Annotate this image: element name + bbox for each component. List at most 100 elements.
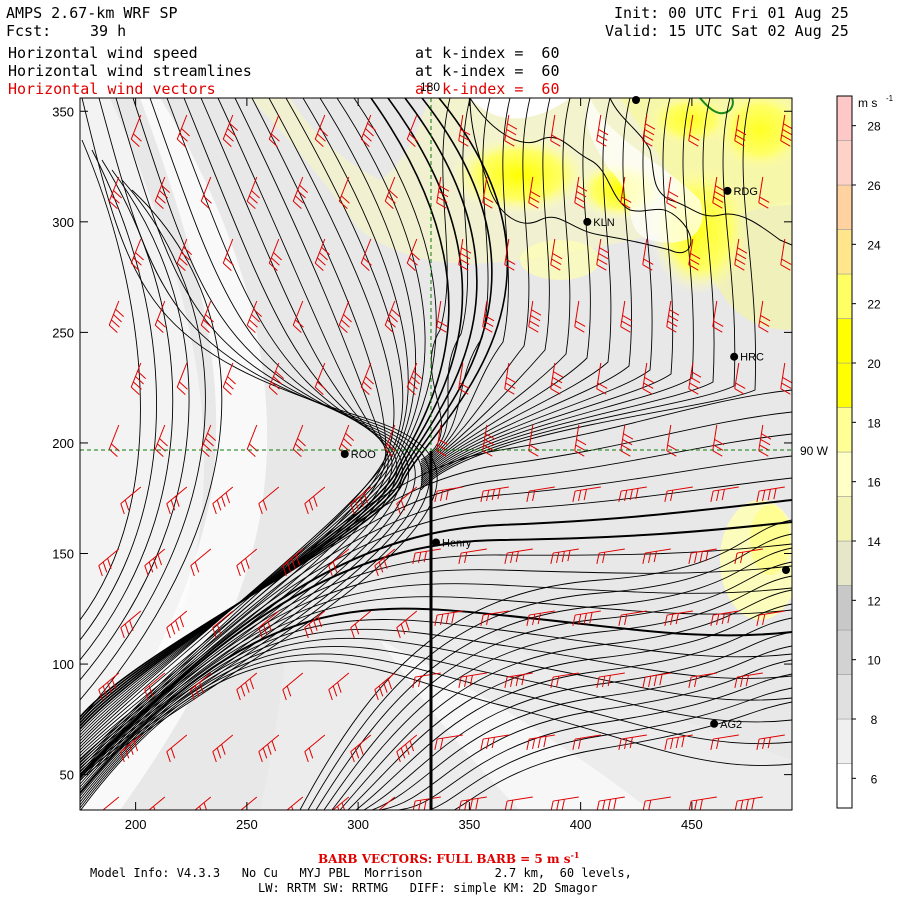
coastline: [469, 98, 792, 254]
wind-barb-146: [596, 672, 625, 688]
colorbar-segment-2: [836, 674, 853, 720]
wind-barb-22: [436, 176, 450, 209]
colorbar-label-1: 8: [871, 713, 878, 727]
streamline-34: [420, 98, 571, 473]
streamline-15: [80, 98, 426, 736]
streamline-16: [80, 98, 437, 733]
colorbar-segment-13: [836, 184, 853, 230]
wind-barb-53: [482, 300, 495, 333]
wind-barb-152: [212, 734, 234, 763]
streamline-62: [299, 519, 792, 810]
wind-barb-90: [120, 486, 142, 515]
model-title: AMPS 2.67-km WRF SP: [6, 4, 178, 22]
wind-barb-163: [710, 734, 739, 750]
station-dot-right-edge: [782, 566, 790, 574]
wind-barb-149: [734, 672, 763, 688]
streamline-32: [420, 98, 531, 469]
colorbar-segment-12: [836, 229, 853, 275]
wind-barb-103: [710, 486, 739, 502]
wind-barb-162: [664, 734, 693, 750]
wind-barb-0: [130, 114, 142, 147]
streamline-39: [420, 98, 674, 483]
streamline-27: [80, 189, 223, 721]
wind-barb-86: [620, 424, 634, 457]
field-name-speed: Horizontal wind speed: [8, 44, 198, 62]
wind-barb-176: [596, 796, 625, 810]
streamline-41: [420, 98, 715, 487]
colorbar-label-10: 26: [867, 179, 881, 193]
wind-barb-40: [596, 238, 610, 271]
wind-barb-122: [212, 610, 234, 639]
streamline-20: [80, 98, 493, 721]
wind-barb-39: [550, 238, 563, 271]
colorbar-units-exponent: -1: [886, 94, 894, 103]
wind-barb-174: [504, 796, 533, 810]
wind-barb-175: [550, 796, 579, 810]
streamline-35: [420, 98, 591, 475]
wind-barb-141: [374, 672, 396, 701]
wind-barb-23: [482, 176, 494, 209]
wind-barb-70: [596, 362, 608, 395]
wind-barb-116: [596, 548, 625, 564]
grid-label-180: 180: [420, 80, 440, 94]
x-tick-label-5: 450: [681, 817, 703, 832]
wind-barb-138: [236, 672, 258, 701]
wind-barb-72: [688, 362, 702, 395]
streamline-52: [80, 565, 792, 785]
colorbar-label-2: 10: [867, 654, 881, 668]
wind-barb-20: [338, 176, 350, 209]
wind-barb-43: [734, 238, 748, 271]
y-tick-label-3: 200: [52, 436, 74, 451]
wind-barb-47: [200, 300, 214, 333]
colorbar-segment-15: [836, 95, 853, 141]
streamline-36: [420, 98, 612, 477]
wind-barb-46: [154, 300, 166, 333]
wind-barb-118: [688, 548, 717, 564]
wind-barb-88: [712, 424, 725, 457]
wind-barb-129: [526, 610, 555, 626]
colorbar-label-9: 24: [867, 238, 881, 252]
wind-barb-37: [458, 238, 472, 271]
wind-barb-34: [314, 238, 331, 271]
wind-barb-157: [434, 734, 463, 750]
wind-barb-161: [618, 734, 647, 750]
wind-barb-55: [574, 300, 586, 333]
wind-barb-36: [406, 238, 420, 271]
wind-barb-83: [482, 424, 496, 457]
colorbar-units: m s: [858, 96, 877, 110]
wind-barb-104: [756, 486, 785, 502]
streamline-31: [420, 98, 511, 467]
y-tick-label-0: 50: [60, 768, 74, 783]
x-tick-label-1: 250: [236, 817, 258, 832]
wind-barb-160: [572, 734, 601, 750]
wind-barb-6: [406, 114, 418, 147]
streamline-69: [355, 617, 792, 810]
colorbar-label-11: 28: [867, 120, 881, 134]
wind-barb-101: [618, 486, 647, 502]
field-level-streamlines: at k-index = 60: [415, 62, 560, 80]
streamline-59: [80, 645, 792, 806]
streamline-46: [80, 433, 792, 767]
wind-barb-178: [688, 796, 717, 810]
colorbar-segment-10: [836, 318, 853, 364]
barb-legend-exponent: -1: [570, 850, 580, 860]
streamline-11: [80, 98, 395, 748]
wind-barb-15: [108, 176, 122, 209]
wind-barb-19: [292, 176, 309, 209]
streamline-57: [80, 628, 792, 800]
wind-barb-38: [504, 238, 516, 271]
wind-barb-117: [642, 548, 671, 564]
wind-barb-169: [286, 796, 304, 810]
wind-barb-64: [314, 362, 326, 395]
y-tick-label-1: 100: [52, 657, 74, 672]
streamline-24: [80, 159, 174, 661]
streamline-71: [371, 645, 792, 810]
wind-barb-127: [434, 610, 463, 626]
station-dot-top-edge: [632, 96, 640, 104]
wind-barb-133: [710, 610, 739, 626]
wind-barb-12: [688, 114, 700, 147]
streamline-38: [420, 98, 653, 481]
wind-barb-132: [664, 610, 693, 626]
wind-barb-71: [642, 362, 655, 395]
